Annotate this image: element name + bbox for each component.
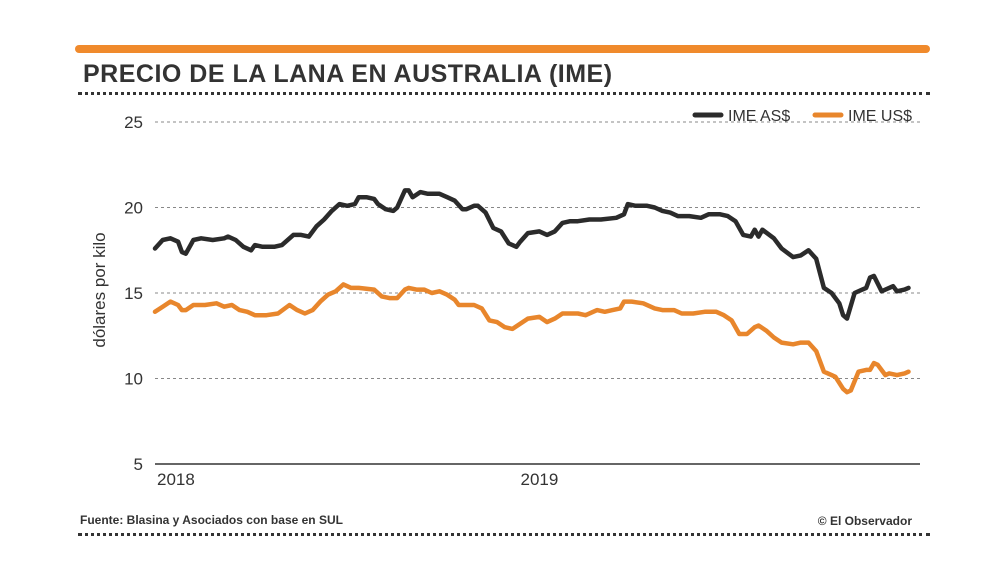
series-lines <box>152 188 911 395</box>
y-tick-label: 20 <box>124 199 143 218</box>
legend-label-0: IME AS$ <box>728 108 790 125</box>
x-tick-label: 2018 <box>157 470 195 489</box>
y-tick-label: 25 <box>124 113 143 132</box>
y-tick-label: 10 <box>124 370 143 389</box>
gridlines <box>155 121 920 379</box>
series-line-1 <box>152 282 911 395</box>
y-tick-label: 5 <box>134 455 143 474</box>
title-divider <box>78 92 930 95</box>
x-tick-label: 2019 <box>521 470 559 489</box>
credit-note: © El Observador <box>817 514 912 528</box>
y-tick-label: 15 <box>124 284 143 303</box>
x-axis-ticks: 2018 2019 <box>157 470 558 489</box>
footer-divider <box>78 533 930 536</box>
page-title: PRECIO DE LA LANA EN AUSTRALIA (IME) <box>83 60 613 88</box>
legend-label-1: IME US$ <box>848 108 912 125</box>
accent-bar <box>75 45 930 53</box>
y-axis-ticks: 5 10 15 20 25 <box>124 113 143 474</box>
legend: IME AS$ IME US$ <box>692 108 912 125</box>
y-axis-label: dólares por kilo <box>90 232 109 347</box>
series-line-0 <box>152 188 911 321</box>
source-note: Fuente: Blasina y Asociados con base en … <box>80 513 343 527</box>
